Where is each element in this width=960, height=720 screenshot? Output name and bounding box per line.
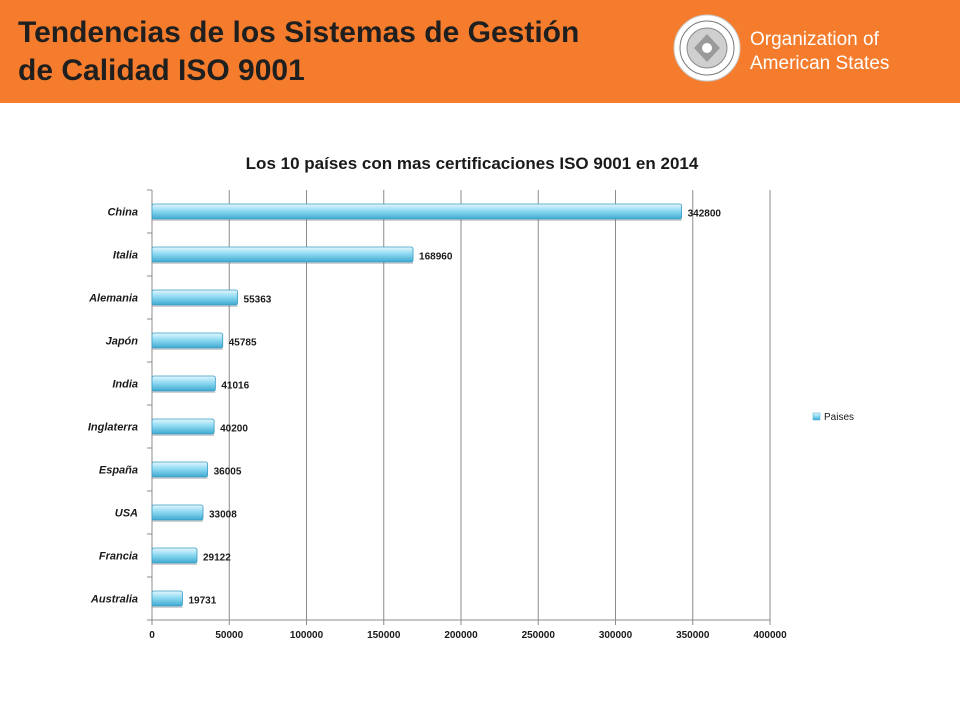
legend: Paises	[812, 412, 854, 423]
data-label: 41016	[221, 381, 249, 392]
bars: 342800 168960 55363 45785 41016 40200 36005 330…	[151, 203, 722, 608]
x-tick-label: 400000	[753, 630, 787, 641]
category-label: Alemania	[88, 293, 138, 305]
oas-seal-icon	[673, 14, 741, 82]
x-tick-label: 100000	[290, 630, 324, 641]
data-label: 33008	[209, 510, 237, 521]
data-label: 29122	[203, 553, 231, 564]
bar	[151, 203, 683, 220]
category-label: India	[112, 379, 138, 391]
bar	[151, 504, 204, 521]
x-tick-label: 250000	[522, 630, 556, 641]
title-line-2: de Calidad ISO 9001	[18, 54, 305, 87]
axes: 0 50000 100000 150000 200000 250000 300000 3500…	[88, 189, 787, 641]
data-label: 168960	[419, 252, 453, 263]
bar	[151, 289, 238, 306]
x-tick-label: 200000	[444, 630, 478, 641]
bar	[151, 547, 198, 564]
bar	[151, 461, 209, 478]
data-label: 19731	[188, 596, 216, 607]
page-title: Tendencias de los Sistemas de Gestión de…	[18, 14, 579, 90]
org-line-2: American States	[750, 53, 890, 74]
org-name: Organization of American States	[750, 28, 889, 76]
bar	[151, 375, 216, 392]
legend-label: Paises	[824, 412, 854, 423]
data-label: 40200	[220, 424, 248, 435]
bar	[151, 418, 215, 435]
category-label: USA	[115, 508, 138, 520]
chart-title: Los 10 países con mas certificaciones IS…	[246, 154, 699, 173]
data-label: 342800	[688, 209, 722, 220]
x-tick-label: 300000	[599, 630, 633, 641]
data-label: 55363	[244, 295, 272, 306]
category-label: China	[107, 207, 138, 219]
title-line-1: Tendencias de los Sistemas de Gestión	[18, 16, 580, 49]
category-label: Inglaterra	[88, 422, 138, 434]
data-label: 36005	[214, 467, 242, 478]
bar	[151, 332, 224, 349]
category-label: Italia	[113, 250, 138, 262]
category-label: España	[99, 465, 138, 477]
category-label: Francia	[99, 551, 138, 563]
x-tick-label: 150000	[367, 630, 401, 641]
x-tick-label: 350000	[676, 630, 710, 641]
x-tick-label: 0	[149, 630, 155, 641]
legend-swatch	[812, 412, 821, 421]
category-label: Japón	[106, 336, 139, 348]
header-banner: Tendencias de los Sistemas de Gestión de…	[0, 0, 960, 103]
data-label: 45785	[229, 338, 257, 349]
org-line-1: Organization of	[750, 29, 879, 50]
bar	[151, 590, 183, 607]
x-tick-label: 50000	[215, 630, 243, 641]
bar	[151, 246, 414, 263]
category-label: Australia	[90, 594, 138, 606]
